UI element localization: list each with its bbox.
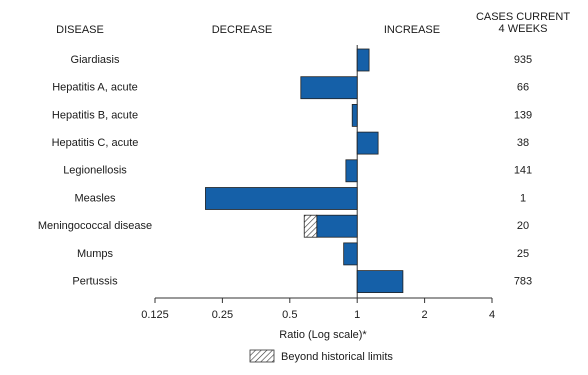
x-tick-label: 2	[422, 309, 428, 321]
x-tick-label: 0.25	[212, 309, 233, 321]
cases-value: 66	[517, 82, 529, 94]
legend-label: Beyond historical limits	[281, 351, 393, 363]
bar	[343, 242, 358, 266]
disease-header: DISEASE	[56, 24, 104, 36]
bar	[356, 48, 370, 72]
bar	[356, 270, 404, 294]
cases-value: 1	[520, 192, 526, 204]
cases-header: 4 WEEKS	[499, 23, 548, 35]
x-tick-label: 0.125	[141, 309, 169, 321]
beyond-limits	[303, 214, 318, 238]
cases-value: 141	[514, 165, 532, 177]
cases-value: 935	[514, 54, 532, 66]
bar	[356, 131, 379, 155]
decrease-header: DECREASE	[212, 24, 273, 36]
x-tick-label: 4	[489, 309, 495, 321]
x-tick-label: 0.5	[282, 309, 297, 321]
increase-header: INCREASE	[384, 24, 440, 36]
disease-label: Hepatitis B, acute	[52, 109, 138, 121]
disease-label: Hepatitis A, acute	[52, 82, 138, 94]
cases-value: 20	[517, 220, 529, 232]
disease-label: Giardiasis	[71, 54, 120, 66]
disease-label: Hepatitis C, acute	[52, 137, 139, 149]
bar	[345, 159, 358, 183]
bar	[300, 76, 358, 100]
disease-label: Legionellosis	[63, 165, 127, 177]
disease-label: Measles	[75, 192, 116, 204]
cases-value: 38	[517, 137, 529, 149]
legend-swatch	[249, 349, 275, 363]
bar	[316, 214, 358, 238]
disease-label: Pertussis	[72, 276, 118, 288]
cases-value: 25	[517, 248, 529, 260]
cases-value: 783	[514, 276, 532, 288]
x-tick-label: 1	[354, 309, 360, 321]
disease-label: Mumps	[77, 248, 114, 260]
x-axis-label: Ratio (Log scale)*	[279, 329, 367, 341]
cases-header: CASES CURRENT	[476, 11, 570, 23]
bar	[205, 187, 358, 210]
bar	[351, 104, 358, 127]
cases-value: 139	[514, 109, 532, 121]
disease-label: Meningococcal disease	[38, 220, 152, 232]
